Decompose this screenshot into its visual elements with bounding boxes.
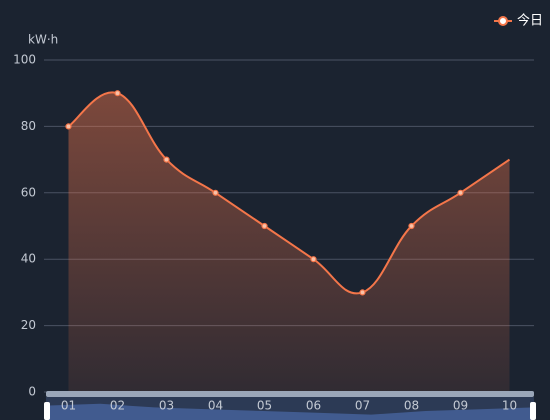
y-tick-label: 0 — [28, 385, 36, 399]
x-tick-label: 02 — [110, 399, 125, 413]
zoom-handle — [44, 402, 50, 420]
y-tick-label: 80 — [21, 119, 36, 133]
x-tick-label: 06 — [306, 399, 321, 413]
x-tick-label: 10 — [502, 399, 517, 413]
x-tick-label: 08 — [404, 399, 419, 413]
x-tick-label: 04 — [208, 399, 223, 413]
y-tick-label: 100 — [13, 53, 36, 67]
x-tick-label: 09 — [453, 399, 468, 413]
legend-label: 今日 — [517, 13, 543, 29]
point — [212, 189, 219, 196]
point — [163, 156, 170, 163]
x-tick-label: 01 — [61, 399, 76, 413]
point — [261, 222, 268, 230]
area — [68, 92, 510, 393]
x-tick-label: 07 — [355, 399, 370, 413]
line — [67, 91, 511, 295]
legend-marker — [498, 16, 508, 26]
point — [65, 123, 72, 130]
y-tick-label: 40 — [21, 252, 36, 266]
y-tick-label: 60 — [21, 185, 36, 199]
y-tick-label: 20 — [21, 318, 36, 332]
zoom-handle — [530, 402, 536, 420]
point — [408, 222, 415, 230]
x-tick-label: 05 — [257, 399, 272, 413]
y-axis-unit: kW·h — [28, 33, 58, 47]
zoom-area — [46, 403, 534, 420]
zoom-bar — [46, 391, 534, 397]
point — [310, 256, 317, 263]
point — [114, 90, 121, 97]
point — [359, 289, 366, 296]
x-tick-label: 03 — [159, 399, 174, 413]
point — [457, 189, 464, 196]
